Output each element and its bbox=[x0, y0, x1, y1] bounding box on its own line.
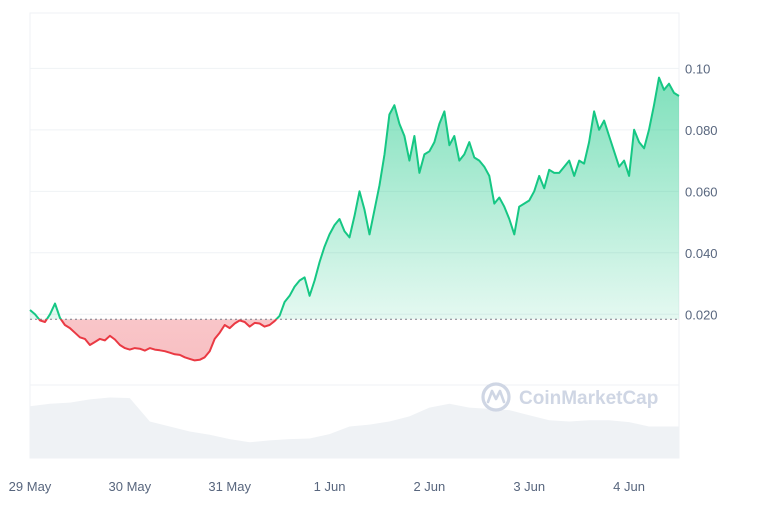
price-area-below-baseline bbox=[39, 319, 277, 361]
price-line-above-baseline bbox=[29, 76, 680, 320]
y-axis: 0.020 0.040 0.060 0.080 0.10 bbox=[685, 61, 718, 322]
x-tick-label: 4 Jun bbox=[613, 479, 645, 494]
y-tick-label: 0.10 bbox=[685, 61, 710, 76]
x-tick-label: 2 Jun bbox=[413, 479, 445, 494]
price-area-layer bbox=[30, 77, 679, 361]
x-tick-label: 30 May bbox=[109, 479, 152, 494]
x-axis: 29 May 30 May 31 May 1 Jun 2 Jun 3 Jun 4 Jun bbox=[9, 479, 645, 494]
y-tick-label: 0.040 bbox=[685, 246, 718, 261]
y-tick-label: 0.060 bbox=[685, 184, 718, 199]
coinmarketcap-logo-icon bbox=[481, 382, 511, 412]
y-tick-label: 0.080 bbox=[685, 123, 718, 138]
watermark-text: CoinMarketCap bbox=[519, 388, 658, 409]
x-tick-label: 29 May bbox=[9, 479, 52, 494]
volume-area-layer bbox=[30, 397, 679, 458]
x-tick-label: 3 Jun bbox=[513, 479, 545, 494]
volume-area bbox=[30, 397, 679, 458]
price-line-layer bbox=[29, 76, 680, 362]
x-tick-label: 1 Jun bbox=[314, 479, 346, 494]
price-area-above-baseline bbox=[30, 77, 679, 320]
y-tick-label: 0.020 bbox=[685, 307, 718, 322]
coinmarketcap-logo-mark bbox=[486, 389, 506, 404]
price-line-below-baseline bbox=[37, 319, 278, 362]
x-tick-label: 31 May bbox=[208, 479, 251, 494]
watermark: CoinMarketCap bbox=[481, 382, 658, 412]
